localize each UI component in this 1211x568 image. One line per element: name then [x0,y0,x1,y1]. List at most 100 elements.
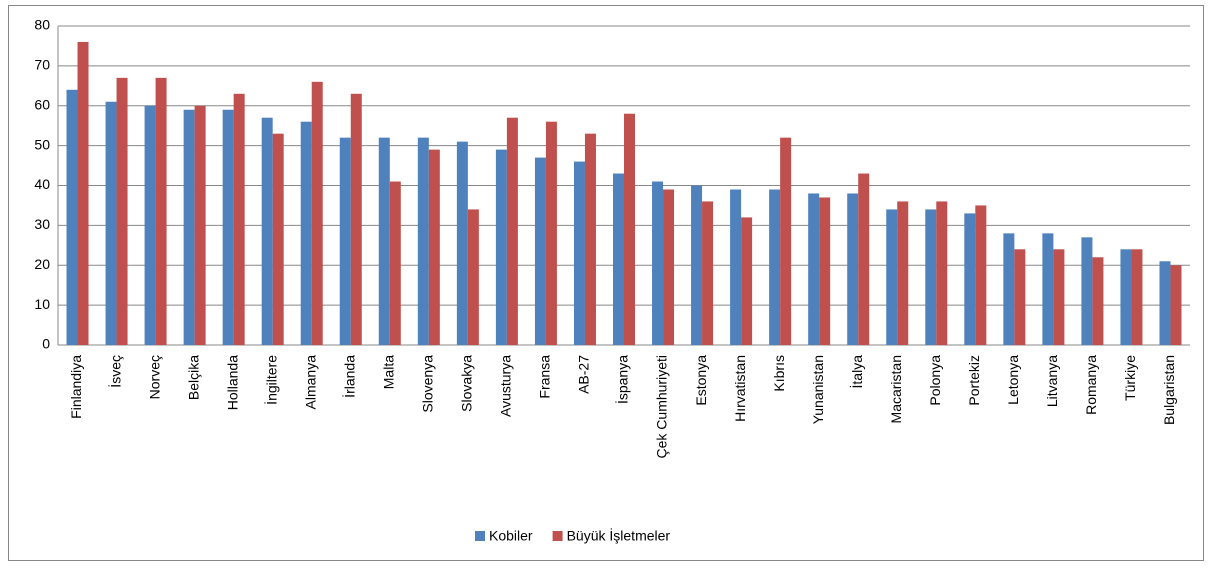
x-tick-label: Çek Cumhuriyeti [654,355,670,458]
x-tick-label: Bulgaristan [1161,355,1177,425]
bar [300,121,312,345]
x-tick-label: Slovenya [420,355,436,413]
x-tick-label: Litvanya [1044,355,1060,407]
y-tick-label: 30 [34,216,50,232]
bar [105,101,117,345]
x-tick-label: AB-27 [576,355,592,394]
x-tick-label: Yunanistan [810,355,826,424]
bar [808,193,820,345]
y-tick-label: 10 [34,296,50,312]
bar [897,201,909,345]
y-tick-label: 50 [34,136,50,152]
x-tick-label: Kıbrıs [771,355,787,392]
bar [261,117,273,346]
legend-label: Kobiler [489,528,533,544]
bar [467,209,479,345]
x-tick-label: İngiltere [262,355,279,405]
x-tick-label: Estonya [693,355,709,406]
x-tick-label: Hollanda [224,355,240,410]
x-tick-label: Polonya [927,355,943,406]
bar [1159,261,1171,345]
x-tick-label: İspanya [614,355,631,404]
bar [584,133,596,345]
bar [1003,233,1015,345]
bar [936,201,948,345]
bar [116,77,128,346]
bar [545,121,557,345]
x-tick-label: Fransa [537,355,553,399]
x-tick-label: Romanya [1083,355,1099,415]
bar [925,209,937,345]
bar [730,189,742,345]
bar [964,213,976,345]
bar [506,117,518,346]
x-tick-label: Türkiye [1122,355,1138,401]
bar [389,181,401,345]
bar [1042,233,1054,345]
bar [222,109,234,345]
bar [1081,237,1093,345]
bar [272,133,284,345]
bar [144,105,156,345]
x-tick-label: Avusturya [498,355,514,417]
legend-swatch [475,531,485,541]
bar [1014,249,1026,345]
x-tick-label: Almanya [302,355,318,410]
bar [339,137,351,345]
bar [741,217,753,345]
bar [702,201,714,345]
y-tick-label: 40 [34,176,50,192]
x-tick-label: Portekiz [966,355,982,406]
bar [847,193,859,345]
x-tick-label: Finlandiya [68,355,84,419]
bar [456,141,468,345]
bar [428,149,440,345]
x-tick-label: Macaristan [888,355,904,423]
y-tick-label: 60 [34,96,50,112]
x-tick-label: Hırvatistan [732,355,748,422]
bar [613,173,624,345]
bar [417,137,429,345]
x-tick-label: İrlanda [340,355,357,398]
bar [1170,265,1182,345]
y-tick-label: 80 [34,17,50,33]
bar [495,149,507,345]
bar [819,197,831,345]
x-tick-label: Letonya [1005,355,1021,405]
y-tick-label: 0 [42,336,50,352]
bar [573,161,585,345]
bar [652,181,664,345]
bar [66,89,78,345]
bar [975,205,987,345]
bar [350,93,362,345]
bar [780,137,792,345]
bar [886,209,898,345]
bar [378,137,390,345]
bar [663,189,675,345]
bar [691,185,703,345]
y-tick-label: 70 [34,57,50,73]
bar [624,113,635,345]
bar [155,77,167,346]
bar [311,81,323,345]
bar [233,93,245,345]
x-tick-label: Slovakya [459,355,475,412]
x-tick-label: İtalya [848,355,865,389]
x-tick-label: Belçika [185,355,201,400]
legend-label: Büyük İşletmeler [567,527,671,544]
bar [769,189,781,345]
x-tick-label: Norveç [146,355,162,399]
bar [1053,249,1065,345]
bar [194,105,206,345]
bar [1131,249,1143,345]
x-tick-label: Malta [380,355,396,389]
bar [1120,249,1132,345]
x-tick-label: İsveç [106,355,123,388]
bar [858,173,870,345]
bar [1092,257,1104,345]
bar [183,109,195,345]
bar [77,41,89,345]
y-tick-label: 20 [34,256,50,272]
legend-swatch [552,531,563,541]
